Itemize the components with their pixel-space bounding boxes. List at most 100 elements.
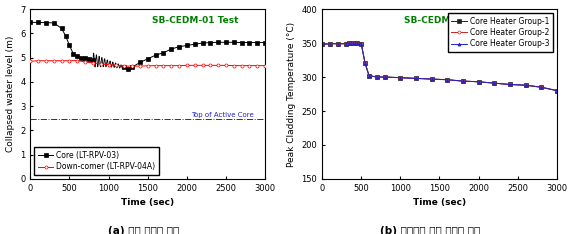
Core Heater Group-2 xyxy=(358,42,364,45)
Core Heater Group-3 xyxy=(428,78,435,80)
Core Heater Group-2 xyxy=(327,42,333,45)
Core (LT-RPV-03) xyxy=(125,67,132,70)
Core (LT-RPV-03) xyxy=(246,41,253,44)
Core Heater Group-2 xyxy=(350,42,357,44)
Line: Down-comer (LT-RPV-04A): Down-comer (LT-RPV-04A) xyxy=(29,59,266,68)
Down-comer (LT-RPV-04A) xyxy=(136,65,143,67)
Core Heater Group-1 xyxy=(358,42,364,45)
Core Heater Group-2 xyxy=(374,76,380,78)
Core Heater Group-1 xyxy=(350,42,357,44)
Core Heater Group-3 xyxy=(538,86,545,89)
Text: SB-CEDM-01 Test: SB-CEDM-01 Test xyxy=(405,16,490,25)
Core Heater Group-3 xyxy=(366,74,372,77)
Core Heater Group-1 xyxy=(507,83,513,86)
Text: Top of Active Core: Top of Active Core xyxy=(191,112,253,118)
Core Heater Group-2 xyxy=(354,42,361,44)
Core Heater Group-1 xyxy=(444,78,451,81)
Core Heater Group-2 xyxy=(346,42,353,44)
Down-comer (LT-RPV-04A) xyxy=(35,59,42,62)
Down-comer (LT-RPV-04A) xyxy=(66,59,73,62)
Core Heater Group-3 xyxy=(346,42,353,44)
Text: (b) 노심벽면 최고 온도의 변화: (b) 노심벽면 최고 온도의 변화 xyxy=(380,226,480,234)
Core Heater Group-3 xyxy=(522,84,529,87)
Core Heater Group-3 xyxy=(554,89,560,92)
Core Heater Group-1 xyxy=(346,42,353,44)
Down-comer (LT-RPV-04A) xyxy=(183,64,190,67)
Core Heater Group-3 xyxy=(354,42,361,44)
Down-comer (LT-RPV-04A) xyxy=(105,63,112,66)
Core Heater Group-2 xyxy=(522,84,529,87)
Down-comer (LT-RPV-04A) xyxy=(222,64,229,67)
Core Heater Group-3 xyxy=(397,76,404,79)
Core Heater Group-2 xyxy=(444,78,451,81)
Down-comer (LT-RPV-04A) xyxy=(82,61,89,63)
Core Heater Group-1 xyxy=(475,80,482,83)
Core Heater Group-2 xyxy=(342,42,349,45)
Core Heater Group-2 xyxy=(381,76,388,78)
Core Heater Group-1 xyxy=(374,76,380,78)
Core Heater Group-3 xyxy=(334,42,341,45)
Core (LT-RPV-03) xyxy=(191,43,198,46)
Core (LT-RPV-03) xyxy=(254,41,261,44)
Core Heater Group-3 xyxy=(362,62,368,65)
Down-comer (LT-RPV-04A) xyxy=(152,64,159,67)
X-axis label: Time (sec): Time (sec) xyxy=(121,198,174,207)
Down-comer (LT-RPV-04A) xyxy=(58,59,65,62)
Core Heater Group-1 xyxy=(342,42,349,45)
Down-comer (LT-RPV-04A) xyxy=(199,64,206,67)
Text: SB-CEDM-01 Test: SB-CEDM-01 Test xyxy=(152,16,239,25)
Core Heater Group-2 xyxy=(538,86,545,89)
Down-comer (LT-RPV-04A) xyxy=(144,64,151,67)
Down-comer (LT-RPV-04A) xyxy=(230,64,237,67)
Core Heater Group-2 xyxy=(397,76,404,79)
Down-comer (LT-RPV-04A) xyxy=(246,64,253,67)
Core Heater Group-1 xyxy=(354,42,361,44)
Down-comer (LT-RPV-04A) xyxy=(42,59,49,62)
Core Heater Group-1 xyxy=(460,80,466,83)
Core (LT-RPV-03) xyxy=(215,41,222,44)
Core Heater Group-1 xyxy=(491,82,498,84)
Down-comer (LT-RPV-04A) xyxy=(238,64,245,67)
Core Heater Group-1 xyxy=(381,76,388,78)
Down-comer (LT-RPV-04A) xyxy=(262,64,269,67)
Core Heater Group-2 xyxy=(366,74,372,77)
Core (LT-RPV-03) xyxy=(168,48,175,51)
Line: Core (LT-RPV-03): Core (LT-RPV-03) xyxy=(123,41,266,70)
Core Heater Group-2 xyxy=(413,77,419,80)
Down-comer (LT-RPV-04A) xyxy=(113,64,120,67)
Down-comer (LT-RPV-04A) xyxy=(160,64,167,67)
Core Heater Group-3 xyxy=(358,42,364,45)
Core Heater Group-3 xyxy=(475,80,482,83)
Down-comer (LT-RPV-04A) xyxy=(254,64,261,67)
Text: (a) 계통 수위의 변화: (a) 계통 수위의 변화 xyxy=(108,226,179,234)
Down-comer (LT-RPV-04A) xyxy=(121,65,128,67)
Core Heater Group-2 xyxy=(554,89,560,92)
Down-comer (LT-RPV-04A) xyxy=(89,62,96,64)
Core Heater Group-2 xyxy=(334,42,341,45)
Core Heater Group-2 xyxy=(319,43,325,46)
Down-comer (LT-RPV-04A) xyxy=(129,65,136,67)
Line: Core Heater Group-2: Core Heater Group-2 xyxy=(320,41,559,92)
Core Heater Group-3 xyxy=(374,76,380,78)
Y-axis label: Peak Cladding Temperature (°C): Peak Cladding Temperature (°C) xyxy=(287,22,296,167)
Core Heater Group-3 xyxy=(444,78,451,81)
Core Heater Group-1 xyxy=(327,42,333,45)
Down-comer (LT-RPV-04A) xyxy=(191,64,198,67)
Core Heater Group-1 xyxy=(522,84,529,87)
Core Heater Group-2 xyxy=(362,62,368,65)
Core (LT-RPV-03) xyxy=(183,44,190,47)
Core Heater Group-2 xyxy=(507,83,513,86)
Core Heater Group-2 xyxy=(428,78,435,80)
Legend: Core Heater Group-1, Core Heater Group-2, Core Heater Group-3: Core Heater Group-1, Core Heater Group-2… xyxy=(448,13,553,52)
Core (LT-RPV-03) xyxy=(207,41,214,44)
Down-comer (LT-RPV-04A) xyxy=(207,64,214,67)
Core (LT-RPV-03) xyxy=(262,41,269,44)
Core Heater Group-1 xyxy=(362,62,368,65)
Line: Core Heater Group-1: Core Heater Group-1 xyxy=(320,41,559,92)
Down-comer (LT-RPV-04A) xyxy=(175,64,182,67)
Core (LT-RPV-03) xyxy=(129,66,136,69)
Core Heater Group-3 xyxy=(342,42,349,45)
Core (LT-RPV-03) xyxy=(136,61,143,64)
Core (LT-RPV-03) xyxy=(175,45,182,48)
Core (LT-RPV-03) xyxy=(152,54,159,57)
